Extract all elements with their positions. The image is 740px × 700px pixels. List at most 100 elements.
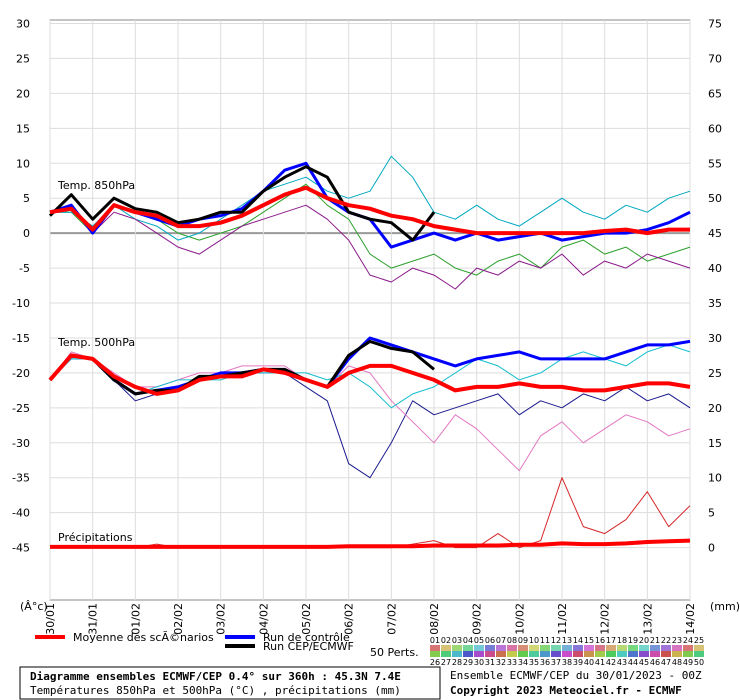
perturbation-swatch [672,645,682,651]
perturbation-number: 17 [606,636,616,645]
x-tick-label: 04/02 [257,603,270,635]
x-tick-label: 09/02 [471,603,484,635]
perturbation-swatch [639,645,649,651]
perturbation-number: 01 [430,636,440,645]
perturbation-number: 50 [694,658,704,667]
perturbation-swatch [573,651,583,657]
perturbation-number: 44 [628,658,638,667]
perturbation-number: 26 [430,658,440,667]
perturbation-number: 12 [551,636,561,645]
y2-tick-label: 35 [708,297,722,310]
x-tick-label: 07/02 [385,603,398,635]
y-tick-label: -10 [12,297,30,310]
perturbation-number: 35 [529,658,539,667]
y-tick-label: 20 [16,87,30,100]
y-tick-label: -30 [12,437,30,450]
legend-label: Run de contrôle [263,631,350,644]
series-line [49,344,691,409]
series-line [48,339,435,396]
perturbation-swatch [683,645,693,651]
x-tick-label: 01/02 [129,603,142,635]
perturbation-number: 28 [452,658,462,667]
perturbation-swatch [639,651,649,657]
perturbation-number: 05 [474,636,484,645]
y-tick-label: -40 [12,507,30,520]
perturbation-number: 30 [474,658,484,667]
perturbation-swatch [529,645,539,651]
y2-tick-label: 60 [708,122,722,135]
annotation: Temp. 500hPa [57,336,135,349]
y2-tick-label: 70 [708,52,722,65]
series-line [48,353,691,396]
footer-box [19,666,441,700]
perturbation-swatch [496,645,506,651]
perturbation-number: 09 [518,636,528,645]
perturbation-swatch [562,645,572,651]
x-tick-label: 11/02 [556,603,569,635]
x-tick-label: 14/02 [684,603,697,635]
perturbation-swatch [485,645,495,651]
y-unit: (Â°c) [20,600,48,613]
perturbation-number: 08 [507,636,517,645]
perturbation-swatch [463,645,473,651]
y-tick-label: -35 [12,472,30,485]
perturbation-swatch [452,651,462,657]
perturbation-number: 49 [683,658,693,667]
y-tick-label: 10 [16,157,30,170]
y-tick-label: -25 [12,402,30,415]
perturbation-number: 07 [496,636,506,645]
series-line [48,165,436,242]
x-tick-label: 10/02 [513,603,526,635]
perturbation-number: 40 [584,658,594,667]
perturbation-swatch [650,645,660,651]
perturbation-swatch [628,645,638,651]
y2-tick-label: 5 [708,507,715,520]
perturbation-number: 15 [584,636,594,645]
perturbation-swatch [694,651,704,657]
perturbation-swatch [584,645,594,651]
perturbation-swatch [463,651,473,657]
y2-tick-label: 65 [708,87,722,100]
y2-tick-label: 50 [708,192,722,205]
perturbation-swatch [507,645,517,651]
perturbation-swatch [573,645,583,651]
perturbation-swatch [485,651,495,657]
perturbation-swatch [595,645,605,651]
perturbation-number: 25 [694,636,704,645]
plot-frame [49,19,691,601]
perturbation-swatch [661,651,671,657]
y-tick-label: 0 [23,227,30,240]
y-tick-label: 30 [16,17,30,30]
y-tick-label: -15 [12,332,30,345]
perturbation-number: 18 [617,636,627,645]
y2-tick-label: 20 [708,402,722,415]
x-tick-label: 06/02 [343,603,356,635]
perturbation-swatch [474,645,484,651]
perturbation-number: 41 [595,658,605,667]
perturbation-swatch [562,651,572,657]
y2-tick-label: 75 [708,17,722,30]
perturbation-number: 46 [650,658,660,667]
perturbation-swatch [617,651,627,657]
perturbation-number: 42 [606,658,616,667]
perturbation-swatch [584,651,594,657]
perturbation-number: 27 [441,658,451,667]
perturbation-number: 03 [452,636,462,645]
perturbation-swatch [617,645,627,651]
perturbation-number: 06 [485,636,495,645]
perturbation-swatch [661,645,671,651]
series-line [49,185,690,236]
perturbation-number: 16 [595,636,605,645]
perturbation-swatch [518,645,528,651]
perturbation-number: 33 [507,658,517,667]
y2-tick-label: 45 [708,227,722,240]
perturbation-swatch [694,645,704,651]
perturbation-swatch [430,645,440,651]
perturbation-swatch [452,645,462,651]
annotation: Précipitations [58,531,133,544]
perturbation-number: 21 [650,636,660,645]
perturbation-number: 43 [617,658,627,667]
perturbation-swatch [551,651,561,657]
perturbation-swatch [606,645,616,651]
footer-copyright: Copyright 2023 Meteociel.fr - ECMWF [450,684,682,697]
